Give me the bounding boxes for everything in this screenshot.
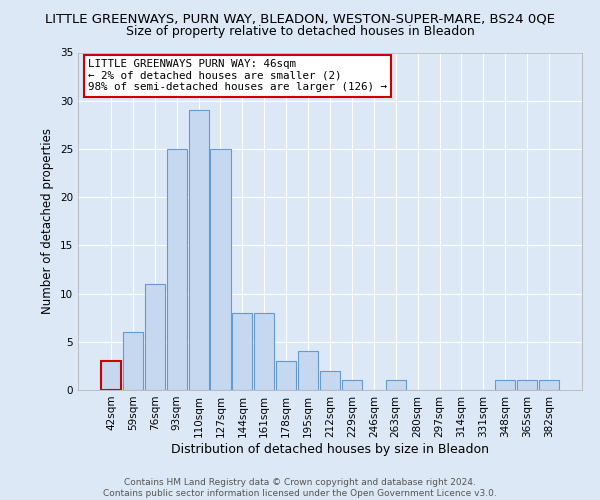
- Bar: [101, 361, 121, 390]
- Bar: [276, 361, 296, 390]
- Bar: [495, 380, 515, 390]
- Text: LITTLE GREENWAYS, PURN WAY, BLEADON, WESTON-SUPER-MARE, BS24 0QE: LITTLE GREENWAYS, PURN WAY, BLEADON, WES…: [45, 12, 555, 26]
- Y-axis label: Number of detached properties: Number of detached properties: [41, 128, 55, 314]
- Bar: [386, 380, 406, 390]
- Bar: [517, 380, 537, 390]
- Bar: [123, 332, 143, 390]
- Bar: [232, 313, 253, 390]
- Bar: [298, 352, 318, 390]
- Text: Size of property relative to detached houses in Bleadon: Size of property relative to detached ho…: [125, 25, 475, 38]
- X-axis label: Distribution of detached houses by size in Bleadon: Distribution of detached houses by size …: [171, 442, 489, 456]
- Text: LITTLE GREENWAYS PURN WAY: 46sqm
← 2% of detached houses are smaller (2)
98% of : LITTLE GREENWAYS PURN WAY: 46sqm ← 2% of…: [88, 59, 387, 92]
- Text: Contains HM Land Registry data © Crown copyright and database right 2024.
Contai: Contains HM Land Registry data © Crown c…: [103, 478, 497, 498]
- Bar: [145, 284, 165, 390]
- Bar: [211, 149, 230, 390]
- Bar: [254, 313, 274, 390]
- Bar: [188, 110, 209, 390]
- Bar: [320, 370, 340, 390]
- Bar: [167, 149, 187, 390]
- Bar: [539, 380, 559, 390]
- Bar: [342, 380, 362, 390]
